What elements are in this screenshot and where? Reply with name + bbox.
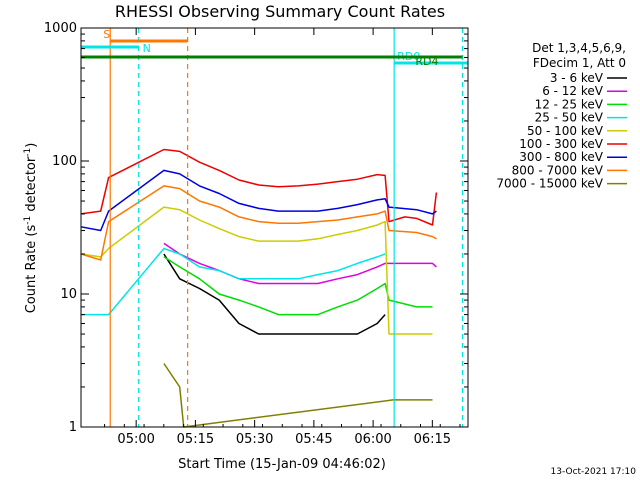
legend-label-3-6-kev: 3 - 6 keV	[550, 71, 604, 85]
x-tick-label: 05:15	[177, 432, 214, 447]
x-tick-label: 05:30	[236, 432, 273, 447]
legend: Det 1,3,4,5,6,9, FDecim 1, Att 0 3 - 6 k…	[496, 41, 627, 191]
x-axis-label: Start Time (15-Jan-09 04:46:02)	[178, 457, 386, 472]
plot-frame	[80, 27, 469, 428]
legend-label-800-7000-kev: 800 - 7000 keV	[512, 163, 604, 177]
legend-label-6-12-kev: 6 - 12 keV	[542, 84, 604, 98]
series-line-7000-15000-kev	[163, 363, 433, 428]
y-tick-label: 1000	[44, 21, 77, 36]
y-axis-label: Count Rate (s-1 detector-1)	[23, 143, 39, 314]
legend-label-100-300-kev: 100 - 300 keV	[519, 137, 603, 151]
y-tick-label: 1	[69, 420, 77, 435]
series-line-6-12-kev	[163, 242, 437, 285]
legend-label-300-800-kev: 300 - 800 keV	[519, 150, 603, 164]
x-tick-label: 05:45	[295, 432, 332, 447]
legend-label-12-25-kev: 12 - 25 keV	[535, 97, 604, 111]
y-tick-label: 10	[60, 287, 77, 302]
series-line-300-800-kev	[80, 169, 437, 232]
x-tick-label: 05:00	[117, 432, 154, 447]
legend-header-line-2: FDecim 1, Att 0	[533, 56, 626, 70]
status-label-s: S	[103, 28, 110, 41]
series-line-3-6-kev	[163, 253, 386, 335]
legend-label-50-100-kev: 50 - 100 keV	[527, 124, 604, 138]
status-label-n: N	[143, 42, 151, 55]
annotation-layer: SNRD0RD4	[81, 28, 468, 427]
y-tick-label: 100	[52, 154, 77, 169]
series-line-25-50-kev	[81, 247, 386, 316]
series-line-50-100-kev	[80, 206, 433, 335]
series-line-100-300-kev	[80, 148, 438, 226]
series-layer	[80, 148, 438, 428]
ticks-layer: 05:00 05:15 05:30 05:45 06:00 06:15 1 10 100 1000	[44, 21, 468, 447]
footer-timestamp: 13-Oct-2021 17:10	[551, 467, 637, 477]
series-line-800-7000-kev	[80, 185, 437, 261]
legend-label-7000-15000-kev: 7000 - 15000 keV	[496, 177, 603, 191]
x-tick-label: 06:15	[414, 432, 451, 447]
chart-title: RHESSI Observing Summary Count Rates	[115, 2, 445, 21]
status-label-rd4: RD4	[415, 55, 438, 68]
legend-label-25-50-kev: 25 - 50 keV	[535, 111, 604, 125]
x-tick-label: 06:00	[354, 432, 391, 447]
legend-header-line-1: Det 1,3,4,5,6,9,	[532, 41, 626, 55]
